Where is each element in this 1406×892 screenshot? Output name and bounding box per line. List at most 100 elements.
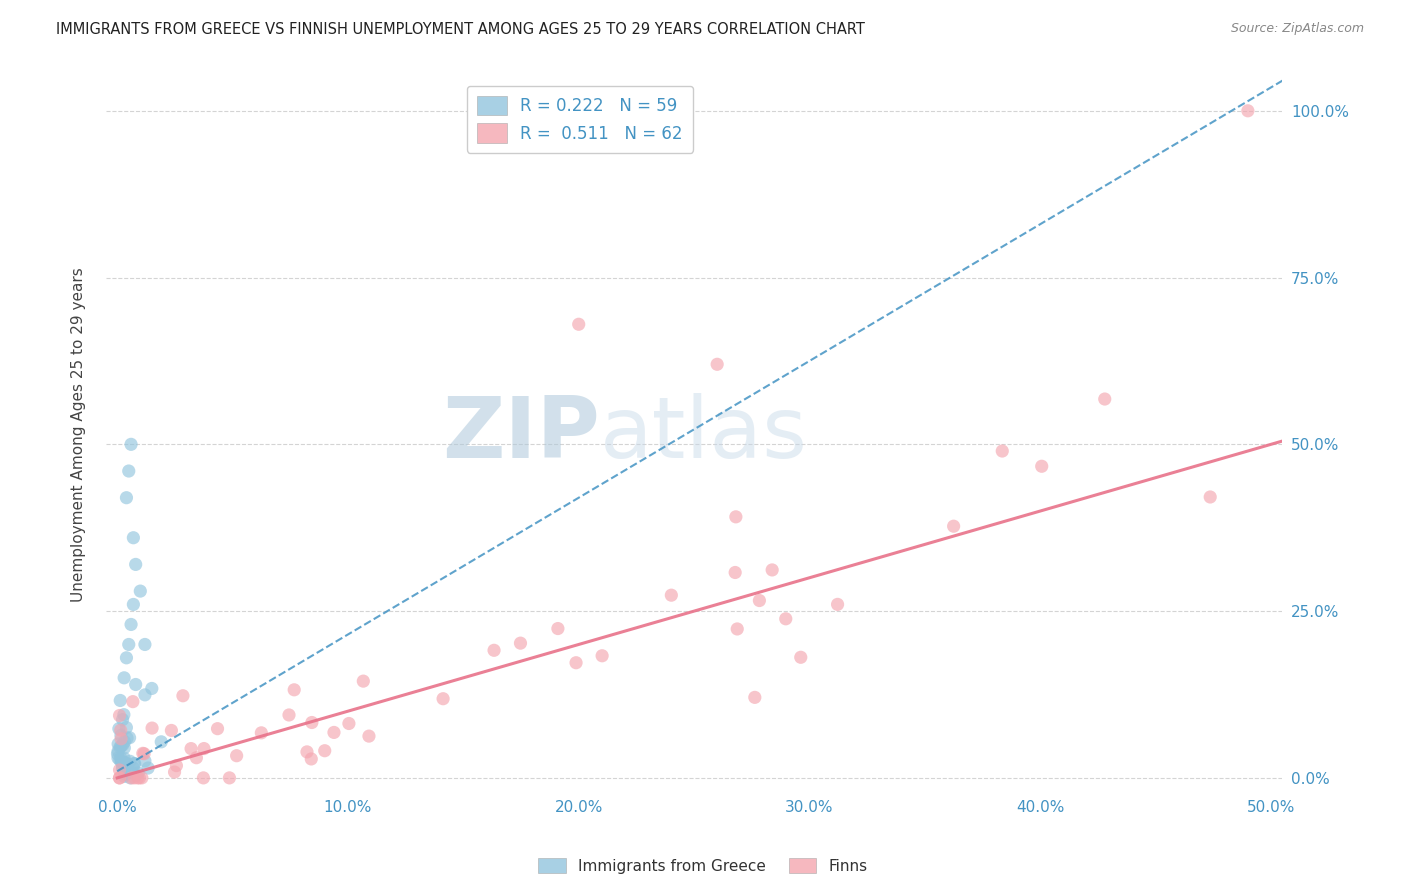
Point	[357, 729, 380, 743]
Text: IMMIGRANTS FROM GREECE VS FINNISH UNEMPLOYMENT AMONG AGES 25 TO 29 YEARS CORRELA: IMMIGRANTS FROM GREECE VS FINNISH UNEMPL…	[56, 22, 865, 37]
Point	[128, 771, 150, 785]
Point	[591, 648, 613, 663]
Point	[129, 584, 152, 599]
Point	[111, 755, 134, 769]
Point	[942, 519, 965, 533]
Point	[509, 636, 531, 650]
Point	[117, 764, 139, 778]
Point	[114, 735, 136, 749]
Point	[278, 708, 301, 723]
Point	[482, 643, 505, 657]
Point	[724, 509, 747, 524]
Point	[121, 695, 143, 709]
Point	[250, 726, 273, 740]
Point	[115, 721, 138, 735]
Point	[160, 723, 183, 738]
Text: Source: ZipAtlas.com: Source: ZipAtlas.com	[1230, 22, 1364, 36]
Point	[112, 769, 135, 783]
Point	[706, 357, 728, 371]
Point	[107, 744, 129, 758]
Point	[110, 755, 132, 769]
Point	[125, 768, 148, 782]
Point	[110, 731, 132, 746]
Point	[748, 593, 770, 607]
Point	[108, 753, 131, 767]
Point	[107, 747, 129, 761]
Point	[283, 682, 305, 697]
Point	[1031, 459, 1053, 474]
Point	[112, 671, 135, 685]
Point	[118, 464, 141, 478]
Point	[108, 763, 131, 777]
Legend: Immigrants from Greece, Finns: Immigrants from Greece, Finns	[533, 852, 873, 880]
Point	[193, 771, 215, 785]
Point	[115, 650, 138, 665]
Point	[790, 650, 813, 665]
Point	[193, 741, 215, 756]
Point	[991, 444, 1014, 458]
Point	[1094, 392, 1116, 406]
Point	[112, 751, 135, 765]
Point	[112, 740, 135, 755]
Point	[323, 725, 346, 739]
Point	[432, 691, 454, 706]
Point	[114, 756, 136, 770]
Text: atlas: atlas	[600, 392, 808, 475]
Point	[165, 758, 187, 772]
Point	[180, 741, 202, 756]
Point	[225, 748, 247, 763]
Point	[114, 760, 136, 774]
Point	[134, 688, 156, 702]
Point	[186, 750, 208, 764]
Point	[108, 722, 131, 736]
Point	[108, 771, 131, 785]
Text: ZIP: ZIP	[443, 392, 600, 475]
Point	[120, 771, 142, 785]
Point	[114, 767, 136, 781]
Point	[111, 738, 134, 752]
Point	[761, 563, 783, 577]
Point	[218, 771, 240, 785]
Point	[108, 771, 131, 785]
Point	[121, 765, 143, 780]
Point	[568, 318, 591, 332]
Point	[725, 622, 748, 636]
Point	[111, 713, 134, 727]
Point	[110, 739, 132, 753]
Point	[127, 766, 149, 780]
Point	[111, 761, 134, 775]
Point	[299, 752, 322, 766]
Point	[150, 735, 173, 749]
Point	[141, 721, 163, 735]
Point	[131, 771, 153, 785]
Point	[114, 756, 136, 771]
Point	[110, 693, 132, 707]
Point	[122, 756, 145, 771]
Point	[207, 722, 229, 736]
Point	[775, 612, 797, 626]
Point	[114, 767, 136, 781]
Point	[115, 756, 138, 771]
Point	[1237, 103, 1260, 118]
Point	[108, 708, 131, 723]
Point	[659, 588, 682, 602]
Point	[1199, 490, 1222, 504]
Point	[125, 558, 148, 572]
Point	[112, 707, 135, 722]
Point	[127, 771, 149, 785]
Point	[132, 747, 155, 761]
Point	[107, 751, 129, 765]
Point	[110, 751, 132, 765]
Point	[115, 491, 138, 505]
Point	[110, 728, 132, 742]
Point	[136, 761, 159, 775]
Point	[107, 737, 129, 751]
Point	[547, 622, 569, 636]
Point	[172, 689, 194, 703]
Point	[118, 731, 141, 745]
Point	[301, 715, 323, 730]
Point	[724, 566, 747, 580]
Point	[134, 747, 156, 761]
Point	[122, 598, 145, 612]
Point	[122, 531, 145, 545]
